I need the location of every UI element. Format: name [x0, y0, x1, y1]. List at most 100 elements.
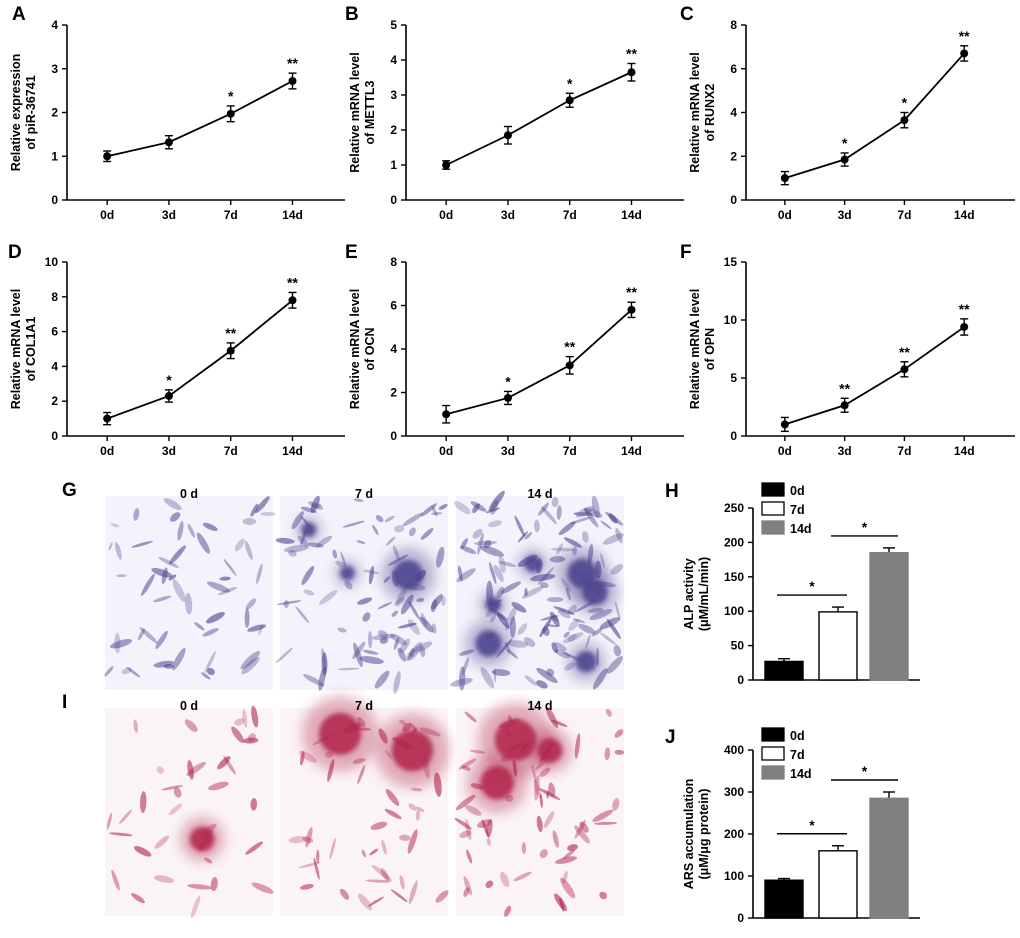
cell — [170, 512, 181, 522]
cell — [310, 503, 322, 509]
cell — [524, 675, 538, 686]
cell — [493, 668, 497, 683]
cell — [560, 877, 576, 899]
cell — [419, 645, 426, 658]
cell — [187, 760, 194, 780]
cell — [556, 505, 562, 520]
x-tick-label: 0d — [778, 444, 792, 458]
cell — [275, 647, 294, 664]
cell — [204, 651, 216, 674]
cell — [393, 671, 401, 694]
cell — [397, 623, 417, 629]
significance-label: * — [862, 763, 868, 779]
cell — [461, 657, 470, 676]
y-tick-label: 6 — [390, 299, 397, 313]
cell — [498, 555, 506, 574]
cell — [536, 815, 543, 833]
data-point — [503, 131, 512, 140]
legend-label: 0d — [790, 484, 805, 498]
legend-swatch — [761, 501, 785, 516]
series-line — [784, 52, 965, 179]
cell — [435, 890, 449, 903]
cell — [303, 589, 315, 596]
significance-label: ** — [626, 46, 637, 62]
image-label: 7 d — [355, 487, 373, 501]
cell — [546, 596, 564, 603]
line-chart-a: A 0 1 2 3 4 0d 3d 7d 14d Relative expressionof piR… — [9, 4, 345, 222]
cell — [244, 608, 250, 628]
x-tick-label: 3d — [162, 444, 176, 458]
cell — [139, 791, 147, 813]
x-tick-label: 14d — [954, 208, 975, 222]
cell — [415, 806, 425, 813]
cell — [539, 849, 548, 859]
cell — [458, 758, 477, 770]
cell — [133, 846, 152, 857]
cell — [523, 637, 536, 647]
y-tick-label: 2 — [730, 149, 737, 163]
cell — [602, 533, 624, 545]
cell — [318, 589, 338, 605]
line-chart-c: C 0 2 4 6 8 0d 3d 7d 14d Relative mRNA levelof RUN… — [680, 4, 1015, 222]
data-point — [960, 322, 969, 331]
cell — [537, 566, 555, 586]
cell — [316, 849, 320, 864]
cell — [244, 540, 253, 560]
legend-label: 0d — [790, 729, 805, 743]
cell — [137, 628, 145, 641]
line-chart-f: F 0 5 10 15 0d 3d 7d 14d Relative mRNA levelof OP… — [680, 242, 1015, 458]
panel-label: A — [12, 4, 26, 25]
cell — [479, 545, 504, 557]
y-axis-label-line: ARS accumulation — [682, 779, 696, 889]
stain-nodule — [494, 718, 537, 761]
cell — [431, 623, 437, 634]
cell — [168, 574, 177, 581]
panel-label: F — [680, 242, 692, 263]
cell — [370, 821, 388, 830]
cell — [206, 667, 215, 676]
significance-label: * — [809, 817, 815, 833]
cell — [575, 505, 595, 518]
cell — [554, 648, 571, 659]
cell — [563, 537, 583, 548]
cell — [368, 565, 375, 585]
y-tick-label: 4 — [51, 18, 58, 32]
cell — [548, 782, 556, 797]
stain-panel-i: I 0 d 7 d 14 d — [62, 692, 625, 919]
cell — [131, 540, 153, 548]
cell — [390, 889, 408, 902]
series-line — [784, 326, 965, 426]
data-point — [288, 77, 297, 85]
stain-nodule — [567, 558, 598, 589]
panel-label: I — [62, 692, 67, 713]
cell — [463, 887, 470, 897]
cell — [288, 836, 307, 844]
cell — [234, 718, 245, 726]
cell — [604, 747, 611, 761]
bar-14d — [869, 797, 909, 919]
cell — [250, 503, 259, 517]
cell — [251, 705, 259, 728]
y-tick-label: 8 — [730, 18, 737, 32]
stain-nodule — [392, 559, 424, 591]
bar-14d — [869, 552, 909, 681]
cell — [543, 811, 555, 828]
cell — [140, 573, 155, 597]
y-tick-label: 5 — [730, 371, 737, 385]
y-tick-label: 0 — [737, 911, 744, 925]
y-axis-label-line: of COL1A1 — [24, 317, 38, 382]
cell — [302, 836, 314, 843]
y-axis-label-line: of OPN — [703, 328, 717, 370]
significance-label: * — [842, 135, 848, 151]
cell — [599, 891, 607, 900]
cell — [231, 726, 244, 743]
cell — [295, 606, 310, 624]
cell — [406, 651, 412, 661]
cell — [275, 537, 295, 544]
x-tick-label: 14d — [621, 208, 642, 222]
data-point — [780, 420, 789, 429]
cell — [420, 528, 434, 540]
cell — [168, 803, 182, 816]
y-axis-label-line: of METTL3 — [363, 81, 377, 145]
cell — [552, 830, 559, 848]
